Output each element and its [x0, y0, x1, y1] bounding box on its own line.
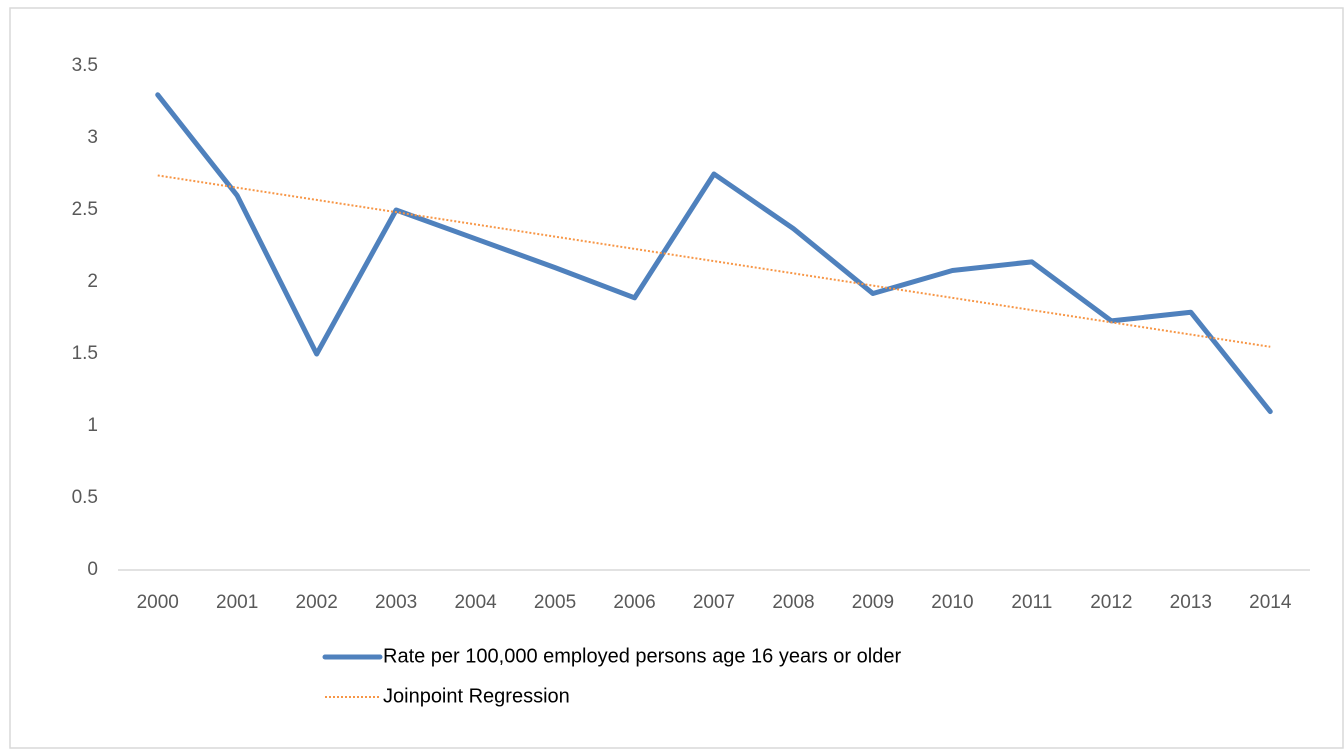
x-tick-label: 2007	[693, 592, 735, 613]
x-tick-label: 2012	[1090, 592, 1132, 613]
y-tick-label: 1	[87, 415, 98, 436]
x-tick-label: 2003	[375, 592, 417, 613]
y-tick-label: 1.5	[72, 343, 98, 364]
x-tick-label: 2009	[852, 592, 894, 613]
series-line	[155, 92, 1273, 415]
x-tick-label: 2013	[1170, 592, 1212, 613]
x-tick-label: 2005	[534, 592, 576, 613]
x-tick-label: 2001	[216, 592, 258, 613]
y-tick-label: 2	[87, 271, 98, 292]
x-tick-label: 2002	[296, 592, 338, 613]
y-tick-label: 3	[87, 127, 98, 148]
legend-label: Joinpoint Regression	[383, 685, 570, 707]
x-tick-label: 2011	[1011, 592, 1052, 613]
x-tick-label: 2008	[772, 592, 814, 613]
y-tick-label: 0	[87, 559, 98, 580]
x-tick-label: 2004	[454, 592, 497, 613]
legend-label: Rate per 100,000 employed persons age 16…	[383, 645, 901, 667]
x-tick-label: 2006	[613, 592, 655, 613]
y-tick-label: 2.5	[72, 199, 98, 220]
x-tick-label: 2000	[137, 592, 179, 613]
chart-frame	[9, 7, 1344, 749]
x-tick-label: 2010	[931, 592, 973, 613]
x-tick-label: 2014	[1249, 592, 1292, 613]
y-tick-label: 0.5	[72, 487, 98, 508]
y-tick-label: 3.5	[72, 55, 98, 76]
